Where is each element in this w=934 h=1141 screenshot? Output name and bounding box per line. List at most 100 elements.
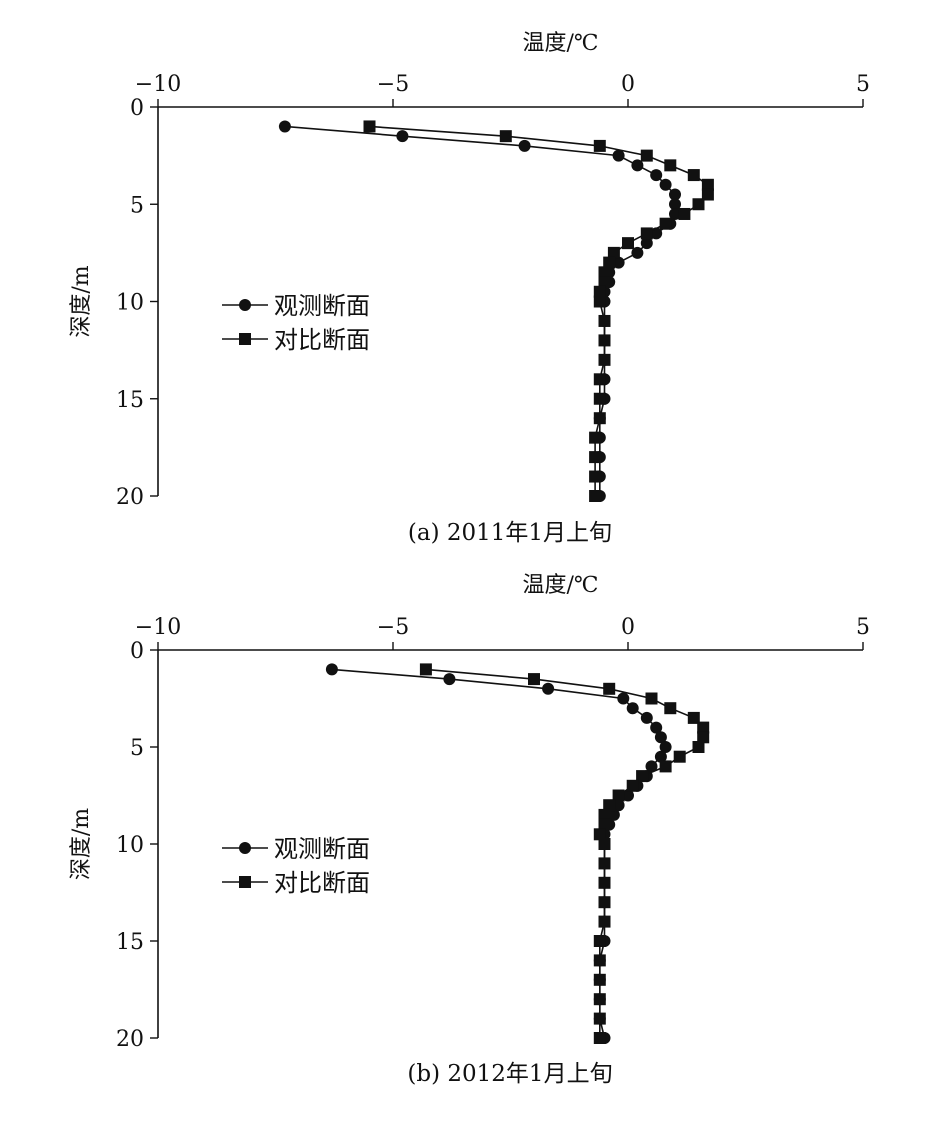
data-point	[593, 373, 606, 386]
data-point	[598, 915, 611, 928]
data-point	[598, 266, 611, 279]
x-tick-label: 5	[856, 615, 870, 640]
data-point	[669, 198, 681, 211]
data-point	[603, 256, 616, 269]
data-point	[650, 721, 663, 734]
data-point	[603, 682, 616, 695]
data-point	[659, 760, 672, 773]
data-point	[593, 392, 606, 405]
data-point	[278, 120, 291, 133]
data-point	[626, 779, 639, 792]
data-point	[612, 799, 625, 812]
data-point	[396, 130, 409, 143]
x-tick-label: 5	[856, 72, 870, 97]
data-point	[598, 838, 611, 850]
y-tick-label: 10	[116, 291, 144, 316]
data-point	[659, 178, 672, 191]
y-tick-label: 15	[116, 388, 144, 413]
y-tick-label: 10	[116, 833, 144, 858]
legend-marker	[239, 333, 251, 345]
data-point	[645, 692, 658, 705]
data-point	[636, 770, 649, 783]
data-point	[419, 663, 432, 676]
data-point	[499, 130, 512, 143]
data-point	[593, 954, 606, 967]
y-tick-label: 20	[116, 485, 144, 510]
data-point	[654, 731, 667, 744]
data-point	[631, 159, 644, 172]
data-point	[593, 295, 606, 308]
data-point	[598, 857, 611, 870]
data-point	[673, 750, 686, 763]
data-point	[593, 828, 606, 841]
data-point	[363, 120, 376, 133]
y-tick-label: 15	[116, 930, 144, 955]
data-point	[603, 799, 616, 812]
data-point	[626, 702, 639, 715]
data-point	[593, 935, 606, 947]
data-point	[612, 789, 625, 802]
y-axis-title: 深度/m	[69, 808, 94, 880]
data-point	[443, 673, 456, 686]
data-point	[640, 149, 653, 162]
series-line	[331, 668, 667, 1039]
data-point	[697, 731, 710, 744]
data-point	[650, 169, 663, 182]
series-line	[425, 668, 705, 1038]
data-point	[659, 217, 672, 230]
data-point	[325, 663, 338, 676]
data-point	[589, 490, 602, 502]
y-tick-label: 5	[130, 736, 144, 761]
legend-label: 观测断面	[274, 835, 370, 863]
x-tick-label: 0	[621, 72, 635, 97]
data-point	[692, 741, 705, 753]
legend-marker	[239, 842, 251, 854]
data-point	[593, 973, 606, 986]
data-point	[589, 451, 602, 464]
data-point	[593, 993, 606, 1006]
data-point	[631, 246, 644, 259]
data-point	[622, 237, 634, 250]
data-point	[589, 470, 602, 483]
data-point	[593, 1032, 606, 1044]
data-point	[664, 159, 677, 172]
data-point	[669, 188, 681, 201]
data-point	[593, 412, 606, 425]
data-point	[687, 169, 700, 182]
data-point	[612, 256, 625, 269]
legend-label: 观测断面	[274, 292, 370, 320]
x-tick-label: −5	[377, 615, 409, 640]
series-line	[369, 125, 709, 496]
y-tick-label: 20	[116, 1027, 144, 1052]
data-point	[645, 760, 658, 773]
data-point	[678, 207, 691, 220]
x-tick-label: −5	[377, 72, 409, 97]
y-tick-label: 0	[130, 96, 144, 121]
chart-caption: (a) 2011年1月上旬	[408, 520, 612, 546]
chart-caption: (b) 2012年1月上旬	[407, 1061, 612, 1087]
x-tick-label: −10	[135, 615, 181, 640]
data-point	[664, 702, 677, 715]
data-point	[598, 334, 611, 347]
data-point	[593, 1012, 606, 1025]
data-point	[598, 314, 611, 327]
data-point	[659, 741, 672, 753]
data-point	[598, 876, 611, 889]
data-point	[518, 139, 531, 152]
data-point	[593, 139, 606, 152]
data-point	[692, 198, 705, 211]
data-point	[598, 276, 611, 289]
data-point	[697, 721, 710, 734]
x-axis-title: 温度/℃	[522, 31, 598, 56]
legend-marker	[239, 299, 251, 311]
data-point	[542, 682, 555, 695]
legend-label: 对比断面	[274, 326, 370, 354]
data-point	[640, 711, 653, 724]
data-point	[598, 896, 611, 909]
x-tick-label: 0	[621, 615, 635, 640]
data-point	[701, 178, 714, 191]
x-tick-label: −10	[135, 72, 181, 97]
data-point	[598, 353, 611, 366]
